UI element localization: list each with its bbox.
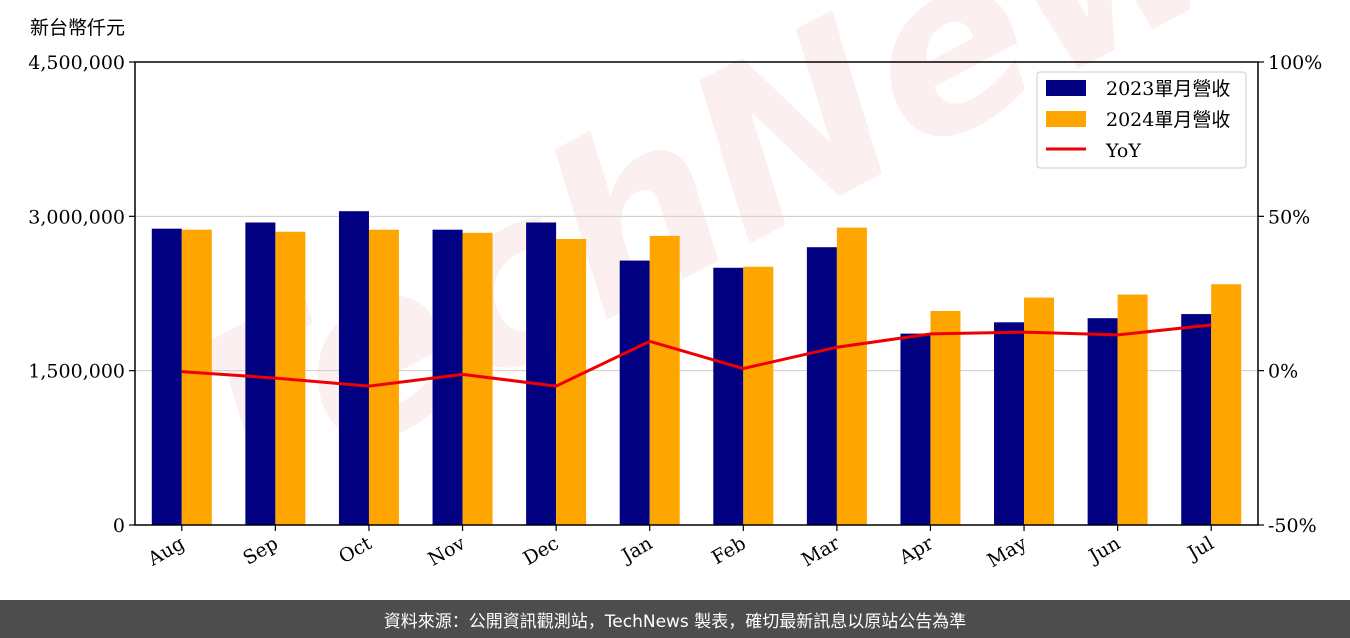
- x-tick-label: Aug: [143, 532, 188, 571]
- y-left-tick-label: 0: [113, 515, 125, 537]
- y-left-tick-label: 1,500,000: [28, 361, 125, 383]
- y-right-tick-label: 0%: [1268, 361, 1298, 383]
- x-tick-label: Mar: [798, 532, 844, 571]
- x-tick-label: Oct: [335, 532, 376, 568]
- bar-2024單月營收-Mar: [836, 227, 867, 525]
- bar-2023單月營收-Jan: [619, 260, 650, 525]
- x-tick-label: Jan: [616, 532, 656, 568]
- y-right-tick-label: 50%: [1268, 206, 1310, 228]
- bar-2023單月營收-Jun: [1087, 318, 1118, 525]
- legend: 2023單月營收 2024單月營收 YoY: [1036, 71, 1247, 169]
- bar-2023單月營收-Dec: [526, 222, 557, 526]
- bar-2024單月營收-Jan: [649, 235, 680, 526]
- bar-2024單月營收-Feb: [743, 266, 774, 525]
- left-axis-unit-label: 新台幣仟元: [30, 17, 125, 39]
- x-tick-label: Jul: [1183, 532, 1218, 565]
- bar-2023單月營收-Aug: [151, 228, 182, 525]
- legend-swatch-2023: [1046, 80, 1086, 96]
- bar-2024單月營收-Apr: [930, 310, 961, 525]
- bar-2023單月營收-Jul: [1181, 314, 1212, 525]
- y-left-tick-label: 3,000,000: [28, 206, 125, 228]
- bar-2024單月營收-Jul: [1211, 284, 1242, 525]
- bar-2024單月營收-Dec: [556, 238, 587, 526]
- bar-2023單月營收-May: [994, 322, 1025, 525]
- x-tick-label: May: [984, 532, 1031, 572]
- legend-label-2024: 2024單月營收: [1106, 109, 1230, 131]
- bar-2023單月營收-Apr: [900, 333, 931, 525]
- legend-frame: [1036, 71, 1247, 169]
- plot-frame: [134, 61, 1259, 526]
- bar-2024單月營收-May: [1024, 297, 1055, 525]
- yoy-line: [181, 323, 1212, 388]
- x-tick-label: Feb: [708, 532, 750, 569]
- x-tick-label: Nov: [424, 532, 469, 571]
- x-tick-label: Apr: [895, 532, 938, 569]
- bars: [151, 211, 1242, 526]
- y-right-tick-label: 100%: [1268, 52, 1322, 74]
- bar-2023單月營收-Mar: [806, 247, 837, 525]
- grid-lines: [135, 215, 1258, 372]
- footer-text: 資料來源：公開資訊觀測站，TechNews 製表，確切最新訊息以原站公告為準: [383, 611, 967, 632]
- revenue-chart: TechNews 01,500,0003,000,0004,500,000-50…: [28, 0, 1350, 572]
- bar-2023單月營收-Feb: [713, 267, 744, 525]
- bar-2023單月營收-Sep: [245, 222, 276, 526]
- legend-swatch-2024: [1046, 111, 1086, 127]
- y-right-tick-label: -50%: [1268, 515, 1317, 537]
- y-left-tick-label: 4,500,000: [28, 52, 125, 74]
- legend-label-yoy: YoY: [1105, 140, 1141, 162]
- yoy-line-path: [181, 323, 1212, 388]
- bar-2024單月營收-Oct: [368, 229, 399, 525]
- bar-2024單月營收-Jun: [1117, 294, 1148, 525]
- footer-source-note: 資料來源：公開資訊觀測站，TechNews 製表，確切最新訊息以原站公告為準: [0, 600, 1350, 638]
- bar-2024單月營收-Aug: [181, 229, 212, 525]
- x-tick-label: Dec: [519, 532, 562, 570]
- x-tick-label: Jun: [1084, 532, 1125, 568]
- bar-2023單月營收-Oct: [338, 211, 369, 525]
- legend-label-2023: 2023單月營收: [1106, 78, 1230, 100]
